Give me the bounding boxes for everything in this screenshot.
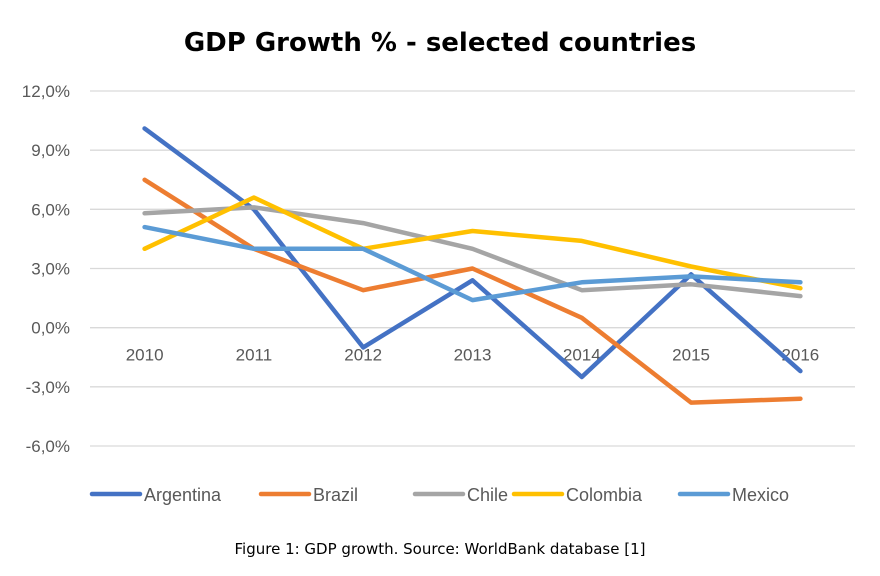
x-tick-label: 2010 xyxy=(126,346,164,365)
series-line-mexico xyxy=(142,224,803,303)
legend-label-brazil: Brazil xyxy=(313,485,358,505)
y-tick-label: -3,0% xyxy=(26,378,70,397)
y-tick-label: 9,0% xyxy=(31,141,70,160)
series-line-colombia xyxy=(142,195,803,291)
x-tick-label: 2011 xyxy=(236,346,273,365)
x-axis-ticks: 2010 2011 2012 2013 2014 2015 2016 xyxy=(126,346,820,365)
legend-label-mexico: Mexico xyxy=(732,485,789,505)
series-line-chile xyxy=(142,205,803,299)
x-tick-label: 2013 xyxy=(454,346,492,365)
series-lines xyxy=(142,126,803,405)
series-line-brazil xyxy=(142,177,803,405)
y-axis-ticks: 12,0% 9,0% 6,0% 3,0% 0,0% -3,0% -6,0% xyxy=(22,82,70,456)
legend-label-argentina: Argentina xyxy=(144,485,222,505)
figure-caption: Figure 1: GDP growth. Source: WorldBank … xyxy=(234,540,646,558)
legend: Argentina Brazil Chile Colombia Mexico xyxy=(89,485,789,505)
y-tick-label: 3,0% xyxy=(31,260,70,279)
x-tick-label: 2012 xyxy=(344,346,382,365)
y-tick-label: 6,0% xyxy=(31,200,70,219)
chart-title: GDP Growth % - selected countries xyxy=(184,28,696,58)
y-tick-label: -6,0% xyxy=(26,437,70,456)
x-tick-label: 2015 xyxy=(672,346,710,365)
legend-label-chile: Chile xyxy=(467,485,508,505)
x-tick-label: 2014 xyxy=(563,346,601,365)
y-tick-label: 0,0% xyxy=(31,319,70,338)
y-tick-label: 12,0% xyxy=(22,82,70,101)
series-line-argentina xyxy=(142,126,803,380)
legend-label-colombia: Colombia xyxy=(566,485,643,505)
